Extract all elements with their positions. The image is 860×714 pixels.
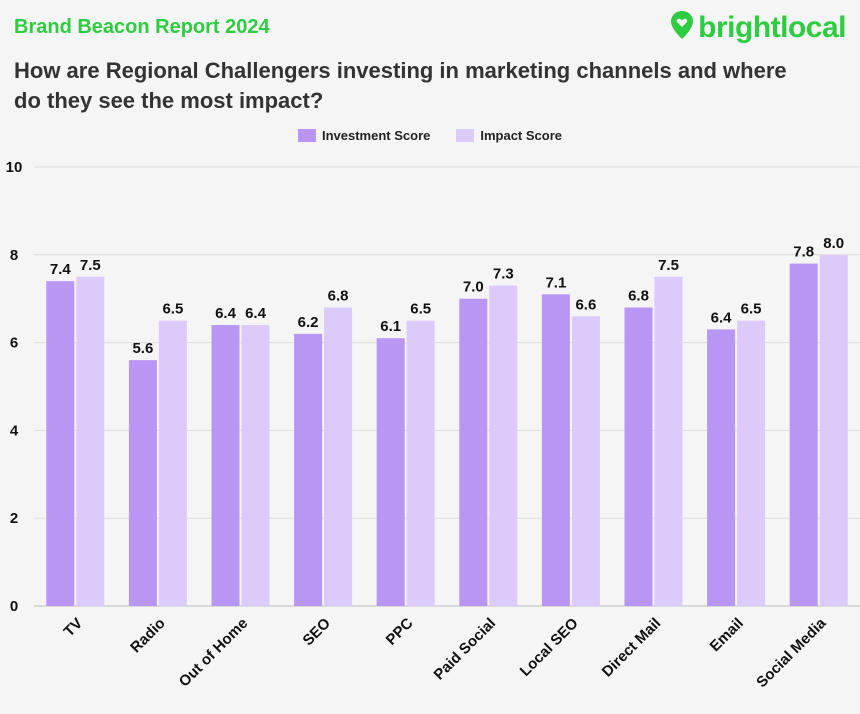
data-label: 6.4: [215, 305, 237, 322]
location-pin-icon: [670, 10, 694, 45]
category-label: TV: [61, 615, 87, 641]
chart-title: How are Regional Challengers investing i…: [14, 58, 787, 113]
data-label: 6.1: [380, 318, 401, 335]
data-label: 7.5: [658, 257, 679, 274]
bar-impact: [489, 285, 518, 606]
category-label: Radio: [127, 615, 168, 656]
bar-investment: [541, 294, 570, 606]
legend-swatch-impact: [456, 129, 475, 142]
brightlocal-logo[interactable]: brightlocal: [670, 10, 846, 45]
data-label: 6.2: [298, 314, 319, 331]
category-label: Paid Social: [431, 615, 500, 684]
y-tick-label: 10: [6, 159, 23, 176]
bar-investment: [46, 281, 75, 606]
data-label: 7.3: [493, 266, 514, 283]
bar-impact: [158, 320, 187, 606]
data-label: 6.6: [575, 296, 596, 313]
report-title: Brand Beacon Report 2024: [14, 16, 270, 38]
bar-investment: [459, 298, 488, 606]
bar-investment: [294, 333, 323, 606]
bar-investment: [707, 329, 736, 606]
bar-investment: [789, 263, 818, 606]
data-label: 7.1: [545, 274, 566, 291]
bar-investment: [376, 338, 405, 606]
data-label: 7.8: [793, 244, 814, 261]
bar-impact: [654, 276, 683, 606]
data-label: 7.5: [80, 257, 101, 274]
bar-investment: [211, 325, 240, 606]
bar-impact: [571, 316, 600, 606]
data-label: 5.6: [132, 340, 153, 357]
bar-impact: [406, 320, 435, 606]
chart-legend: Investment Score Impact Score: [0, 128, 860, 143]
category-label: Email: [707, 615, 747, 655]
legend-label-investment: Investment Score: [321, 128, 431, 143]
data-label: 7.0: [463, 279, 484, 296]
category-label: Social Media: [753, 614, 830, 691]
y-tick-label: 0: [10, 598, 18, 615]
y-tick-label: 6: [10, 335, 18, 352]
category-label: PPC: [383, 615, 417, 649]
bar-impact: [737, 320, 766, 606]
bar-impact: [76, 276, 105, 606]
y-tick-label: 8: [10, 247, 18, 264]
data-label: 6.5: [410, 301, 431, 318]
category-label: Local SEO: [517, 615, 582, 680]
bar-investment: [128, 360, 157, 606]
data-label: 6.8: [328, 287, 349, 304]
bar-impact: [241, 325, 270, 606]
legend-label-impact: Impact Score: [480, 128, 563, 143]
y-tick-label: 2: [10, 510, 18, 527]
data-label: 7.4: [50, 261, 72, 278]
data-label: 6.5: [741, 301, 762, 318]
category-label: Out of Home: [176, 615, 252, 691]
logo-text: brightlocal: [698, 10, 846, 44]
legend-item-investment: Investment Score: [297, 128, 431, 143]
legend-swatch-investment: [297, 129, 316, 142]
y-tick-label: 4: [10, 422, 19, 439]
data-label: 6.4: [711, 309, 733, 326]
data-label: 8.0: [823, 235, 844, 252]
legend-item-impact: Impact Score: [456, 128, 562, 143]
category-label: SEO: [300, 615, 335, 650]
data-label: 6.5: [162, 301, 183, 318]
data-label: 6.4: [245, 305, 267, 322]
bar-impact: [324, 307, 353, 606]
data-label: 6.8: [628, 287, 649, 304]
category-label: Direct Mail: [599, 615, 665, 681]
bar-impact: [819, 254, 848, 607]
bar-investment: [624, 307, 653, 606]
